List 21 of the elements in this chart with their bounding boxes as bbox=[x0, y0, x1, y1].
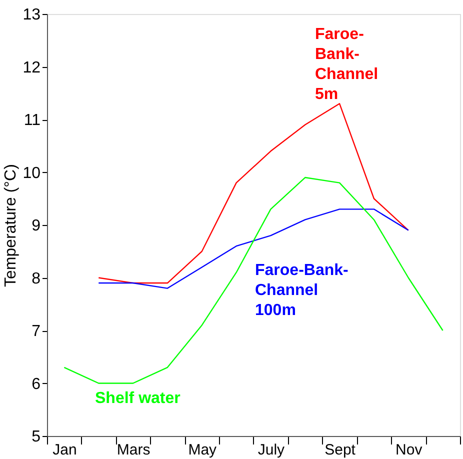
y-axis-title: Temperature (°C) bbox=[2, 164, 20, 287]
y-tick-label: 8 bbox=[32, 270, 41, 288]
x-tick-label: Sept bbox=[324, 442, 356, 458]
y-tick-label: 12 bbox=[22, 59, 41, 76]
y-tick-label: 7 bbox=[32, 323, 41, 340]
line-series bbox=[98, 103, 409, 284]
line-series bbox=[64, 176, 444, 384]
x-tick-label: May bbox=[188, 442, 218, 458]
series-label: Faroe-Bank-Channel 5m bbox=[315, 26, 378, 103]
x-tick-label: Nov bbox=[396, 442, 423, 458]
y-tick-label: 9 bbox=[32, 218, 41, 234]
x-tick-label: Jan bbox=[52, 442, 77, 458]
series-label: Faroe-Bank-Channel 100m bbox=[255, 262, 348, 319]
y-tick-label: 5 bbox=[32, 428, 41, 446]
series-label: Shelf water bbox=[95, 390, 180, 407]
y-tick-label: 11 bbox=[24, 112, 41, 129]
x-tick-label: Mars bbox=[116, 442, 150, 458]
x-tick-label: July bbox=[258, 442, 286, 458]
y-tick-label: 10 bbox=[22, 164, 41, 182]
y-tick-label: 13 bbox=[22, 6, 41, 24]
y-tick-label: 6 bbox=[32, 376, 41, 393]
